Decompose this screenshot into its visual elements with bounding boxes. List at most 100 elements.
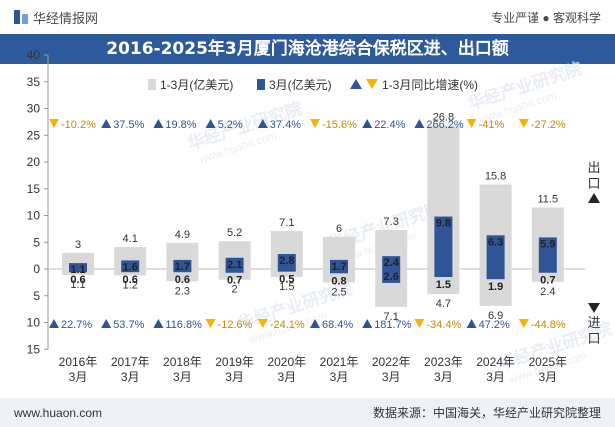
y-tick-label: 15	[27, 342, 41, 356]
export-cum-label: 7.1	[279, 217, 294, 229]
y-tick-label: 20	[27, 155, 41, 169]
export-growth-label: -27.2%	[531, 119, 566, 131]
export-month-label: 1.7	[331, 261, 346, 273]
legend-up-arrow-icon	[350, 79, 362, 89]
import-up-arrow-icon	[153, 319, 164, 328]
import-month-label: 2.6	[384, 271, 399, 283]
export-month-label: 1.6	[123, 261, 138, 273]
import-month-label: 0.6	[123, 274, 138, 286]
import-down-arrow-icon	[518, 319, 529, 328]
export-month-bar	[330, 259, 348, 269]
import-cum-label: 6.9	[488, 310, 503, 322]
x-tick-label: 2017年 3月	[111, 355, 150, 384]
export-down-arrow-icon	[466, 119, 477, 128]
import-growth-label: -12.6%	[218, 319, 253, 331]
import-month-bar	[382, 269, 401, 283]
import-up-arrow-icon	[362, 319, 373, 328]
import-month-bar	[121, 269, 140, 273]
tagline: 专业严谨 ● 客观科学	[491, 10, 601, 25]
export-up-arrow-icon	[101, 119, 112, 128]
footer-site-link[interactable]: www.huaon.com	[14, 405, 103, 420]
export-month-bar	[69, 263, 87, 269]
import-growth-label: 22.7%	[61, 319, 92, 331]
import-month-label: 0.5	[279, 274, 294, 286]
x-tick-label: 2018年 3月	[163, 355, 202, 384]
import-down-arrow-icon	[257, 319, 268, 328]
logo-icon	[14, 10, 28, 24]
legend-down-arrow-icon	[366, 79, 378, 89]
import-growth-label: -24.1%	[270, 319, 305, 331]
import-month-bar	[538, 269, 557, 273]
brand-logo[interactable]: 华经情报网	[14, 8, 98, 27]
x-tick-label: 2021年 3月	[320, 355, 359, 384]
import-growth-label: 181.7%	[374, 319, 412, 331]
export-month-bar	[434, 216, 453, 269]
export-growth-label: 5.2%	[218, 119, 243, 131]
export-cum-label: 6	[336, 223, 342, 235]
import-month-label: 1.5	[436, 279, 451, 291]
import-month-label: 0.8	[331, 275, 346, 287]
export-cum-label: 4.1	[123, 233, 138, 245]
export-up-arrow-icon	[205, 119, 216, 128]
import-up-arrow-icon	[49, 319, 59, 328]
x-tick-label: 2025年 3月	[528, 355, 567, 384]
export-cum-label: 11.5	[538, 193, 559, 205]
y-tick-label: 5	[33, 235, 40, 249]
export-cum-label: 3	[75, 239, 81, 251]
import-month-bar	[434, 269, 453, 278]
import-cum-label: 2	[232, 284, 238, 296]
export-month-bar	[121, 260, 140, 269]
import-cum-bar	[218, 269, 251, 280]
export-growth-label: 266.2%	[426, 119, 464, 131]
export-down-arrow-icon	[518, 119, 529, 128]
y-tick-label: 10	[27, 316, 41, 330]
import-growth-label: 68.4%	[322, 319, 353, 331]
data-labels: 31.10.61.14.11.60.61.24.91.70.62.35.22.1…	[70, 112, 558, 323]
export-month-label: 2.4	[384, 257, 400, 269]
export-month-bar	[225, 257, 244, 269]
import-growth-label: -44.8%	[531, 319, 566, 331]
import-down-arrow-icon	[414, 319, 425, 328]
import-cum-label: 4.7	[436, 298, 451, 310]
y-tick-label: 35	[27, 75, 41, 89]
import-growth-label: 53.7%	[113, 319, 144, 331]
export-month-label: 5.9	[540, 238, 555, 250]
export-up-arrow-icon	[362, 119, 373, 128]
import-cum-label: 2.5	[331, 286, 346, 298]
export-growth-label: 37.5%	[113, 119, 144, 131]
import-month-bar	[330, 269, 348, 274]
import-cum-bar	[270, 269, 303, 278]
side-label-export-2: 口	[587, 176, 600, 191]
export-down-arrow-icon	[310, 119, 320, 128]
chart-title: 2016-2025年3月厦门海沧港综合保税区进、出口额	[0, 34, 615, 64]
bars	[62, 125, 564, 307]
side-label-import-2: 口	[587, 331, 600, 346]
import-down-arrow-icon	[205, 319, 216, 328]
x-tick-label: 2016年 3月	[59, 355, 98, 384]
x-tick-label: 2024年 3月	[476, 355, 515, 384]
import-up-arrow-icon	[310, 319, 320, 328]
import-month-bar	[486, 269, 505, 280]
export-month-bar	[538, 237, 557, 269]
export-up-arrow-icon	[414, 119, 425, 128]
export-growth-label: -41%	[479, 119, 505, 131]
import-up-arrow-icon	[101, 319, 112, 328]
x-tick-label: 2023年 3月	[424, 355, 463, 384]
y-tick-label: 5	[33, 289, 40, 303]
export-growth-label: -15.6%	[322, 119, 357, 131]
side-label-export-1: 出	[587, 160, 600, 175]
logo-text: 华经情报网	[33, 10, 99, 26]
legend-swatch-month	[257, 79, 265, 90]
import-cum-label: 2.4	[540, 286, 555, 298]
import-cum-label: 1.2	[123, 279, 138, 291]
export-growth-label: 19.8%	[165, 119, 196, 131]
import-month-bar	[173, 269, 192, 273]
footer-source: 数据来源：中国海关，华经产业研究院整理	[372, 406, 601, 420]
chart-canvas: 华经产业研究院www.huaon.com华经产业研究院www.huaon.com…	[27, 48, 615, 387]
import-up-arrow-icon	[466, 319, 477, 328]
import-growth-label: 116.8%	[165, 319, 202, 331]
y-tick-label: 40	[27, 48, 41, 62]
x-tick-label: 2022年 3月	[372, 355, 411, 384]
y-axis: 40 35 30 25 20 15 10 5 0 5 10 15	[27, 48, 585, 356]
side-label-import-1: 进	[587, 315, 600, 330]
